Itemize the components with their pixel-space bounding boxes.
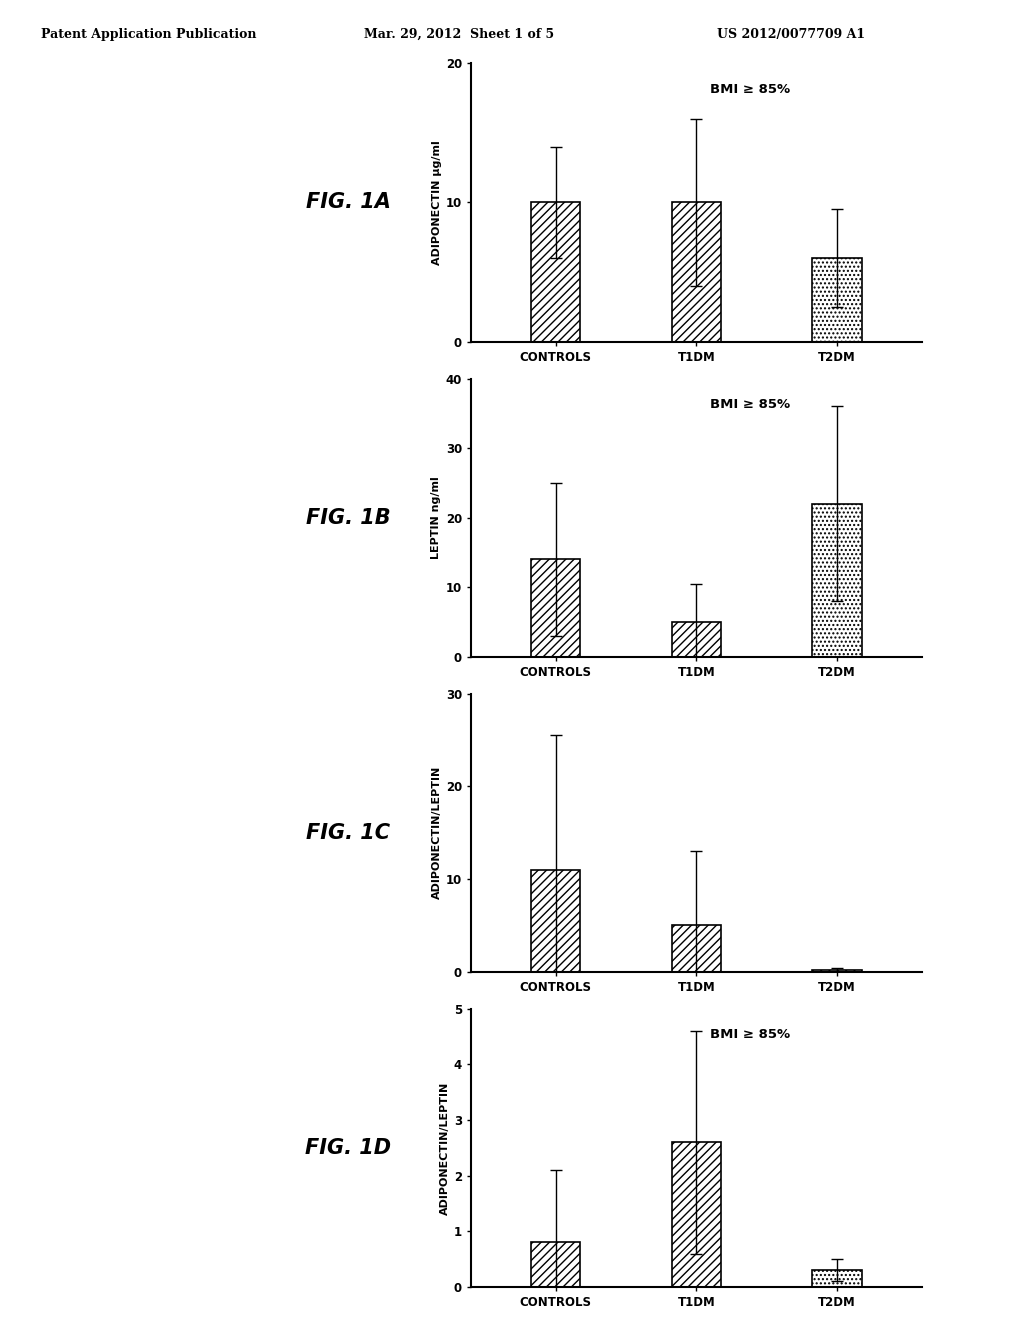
Text: FIG. 1A: FIG. 1A	[306, 193, 390, 213]
Bar	[530, 202, 581, 342]
Text: Mar. 29, 2012  Sheet 1 of 5: Mar. 29, 2012 Sheet 1 of 5	[364, 28, 554, 41]
Bar	[530, 1242, 581, 1287]
Y-axis label: LEPTIN ng/ml: LEPTIN ng/ml	[431, 477, 441, 558]
Bar	[812, 259, 862, 342]
Y-axis label: ADIPONECTIN μg/ml: ADIPONECTIN μg/ml	[431, 140, 441, 265]
Text: US 2012/0077709 A1: US 2012/0077709 A1	[717, 28, 865, 41]
Text: FIG. 1D: FIG. 1D	[305, 1138, 391, 1158]
Y-axis label: ADIPONECTIN/LEPTIN: ADIPONECTIN/LEPTIN	[431, 766, 441, 899]
Bar	[812, 504, 862, 657]
Text: BMI ≥ 85%: BMI ≥ 85%	[711, 83, 791, 96]
Text: Patent Application Publication: Patent Application Publication	[41, 28, 256, 41]
Text: FIG. 1C: FIG. 1C	[306, 822, 390, 842]
Text: BMI ≥ 85%: BMI ≥ 85%	[711, 1028, 791, 1041]
Bar	[530, 560, 581, 657]
Bar	[812, 970, 862, 972]
Bar	[812, 1270, 862, 1287]
Text: FIG. 1B: FIG. 1B	[306, 508, 390, 528]
Y-axis label: ADIPONECTIN/LEPTIN: ADIPONECTIN/LEPTIN	[439, 1081, 450, 1214]
Bar	[672, 1142, 721, 1287]
Text: BMI ≥ 85%: BMI ≥ 85%	[711, 399, 791, 411]
Bar	[672, 202, 721, 342]
Bar	[672, 622, 721, 657]
Bar	[530, 870, 581, 972]
Bar	[672, 925, 721, 972]
